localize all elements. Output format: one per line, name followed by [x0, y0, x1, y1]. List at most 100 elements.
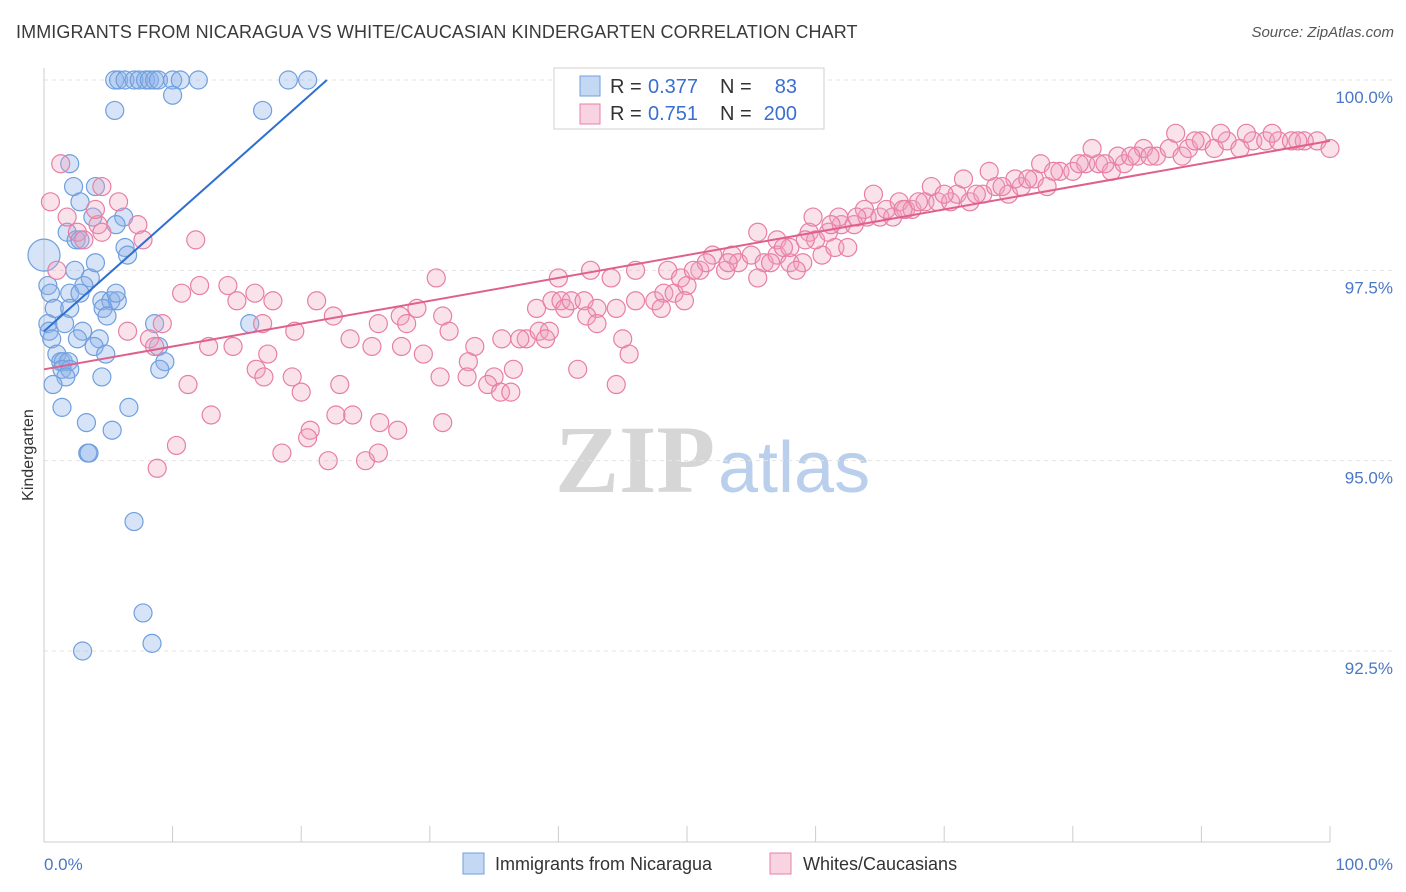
point-whites [625, 291, 646, 311]
point-whites [246, 359, 266, 379]
trend-line-nicaragua [43, 79, 328, 332]
point-whites [651, 298, 671, 318]
legend-n-label-1: N = [720, 76, 752, 98]
point-whites [490, 382, 511, 402]
legend-swatch-pink [579, 103, 601, 125]
point-whites [147, 458, 167, 478]
point-whites [326, 405, 346, 425]
point-nicaragua [105, 100, 125, 121]
series-legend: Immigrants from Nicaragua Whites/Caucasi… [462, 852, 957, 875]
bottom-legend-label-blue: Immigrants from Nicaragua [495, 854, 713, 874]
trend-line-whites [43, 139, 1331, 371]
point-whites [291, 382, 311, 402]
point-nicaragua [108, 70, 129, 90]
point-whites [748, 222, 768, 242]
x-tick-marks [43, 826, 1331, 842]
point-nicaragua [253, 100, 273, 121]
point-nicaragua [163, 85, 183, 105]
point-whites [178, 374, 198, 395]
point-whites [133, 230, 153, 250]
x-tick-label-min: 0.0% [44, 855, 83, 874]
point-whites [786, 260, 806, 280]
point-whites [1262, 123, 1282, 143]
point-whites [368, 314, 388, 334]
point-whites [430, 367, 450, 387]
legend-n-label-2: N = [720, 103, 752, 125]
point-whites [368, 443, 388, 463]
point-whites [458, 352, 478, 372]
point-nicaragua [124, 511, 144, 532]
point-nicaragua [38, 275, 58, 296]
point-nicaragua [85, 253, 106, 273]
point-whites [186, 230, 206, 250]
point-whites [1211, 123, 1231, 143]
x-tick-label-max: 100.0% [1335, 855, 1393, 874]
y-tick-label: 92.5% [1345, 659, 1393, 678]
point-whites [413, 344, 433, 364]
point-nicaragua [163, 70, 183, 90]
point-whites [1236, 123, 1257, 143]
point-whites [718, 253, 738, 273]
point-whites [992, 176, 1012, 197]
point-whites [343, 405, 363, 425]
point-whites [388, 420, 408, 440]
point-whites [201, 405, 221, 425]
point-whites [199, 336, 219, 357]
point-whites [683, 260, 704, 280]
point-whites [300, 420, 320, 440]
point-nicaragua [188, 70, 208, 90]
y-axis-label: Kindergarten [20, 409, 37, 501]
series-nicaragua-points [27, 70, 318, 661]
point-whites [1140, 146, 1160, 166]
point-whites [397, 314, 417, 334]
point-nicaragua [79, 443, 99, 463]
legend-r-label-1: R = [610, 76, 642, 98]
point-whites [654, 283, 674, 303]
point-whites [245, 283, 265, 303]
point-nicaragua [84, 336, 104, 357]
point-whites [838, 237, 858, 258]
point-whites [272, 443, 292, 463]
point-whites [748, 268, 768, 288]
point-whites [1095, 154, 1115, 174]
point-whites [587, 314, 607, 334]
point-whites [218, 275, 238, 296]
point-whites [85, 199, 106, 220]
point-whites [715, 260, 736, 280]
point-nicaragua [40, 283, 61, 303]
point-nicaragua [67, 329, 88, 349]
point-whites [40, 192, 61, 212]
chart-title: IMMIGRANTS FROM NICARAGUA VS WHITE/CAUCA… [16, 22, 858, 42]
point-nicaragua [150, 359, 170, 379]
y-tick-label: 97.5% [1345, 278, 1393, 297]
point-whites [1082, 138, 1102, 159]
legend-n-value-2: 200 [764, 103, 797, 125]
point-whites [67, 222, 88, 242]
point-whites [674, 291, 695, 311]
point-nicaragua [124, 70, 144, 90]
point-whites [92, 222, 112, 242]
point-whites [780, 237, 800, 258]
point-whites [966, 184, 986, 204]
point-whites [330, 374, 350, 395]
point-whites [893, 199, 913, 220]
point-whites [340, 329, 360, 349]
point-nicaragua [38, 314, 58, 334]
point-whites [1185, 131, 1205, 151]
point-nicaragua [144, 314, 165, 334]
point-whites [941, 192, 961, 212]
point-whites [577, 306, 597, 326]
point-whites [690, 260, 710, 280]
point-whites [57, 207, 77, 227]
point-nicaragua [52, 397, 72, 417]
point-nicaragua [92, 367, 112, 387]
bottom-legend-label-pink: Whites/Caucasians [803, 854, 957, 874]
point-whites [370, 413, 390, 433]
point-whites [144, 336, 165, 357]
point-whites [254, 367, 274, 387]
point-whites [793, 253, 813, 273]
watermark-atlas: atlas [718, 428, 870, 508]
point-nicaragua [117, 245, 138, 265]
point-whites [854, 199, 875, 220]
